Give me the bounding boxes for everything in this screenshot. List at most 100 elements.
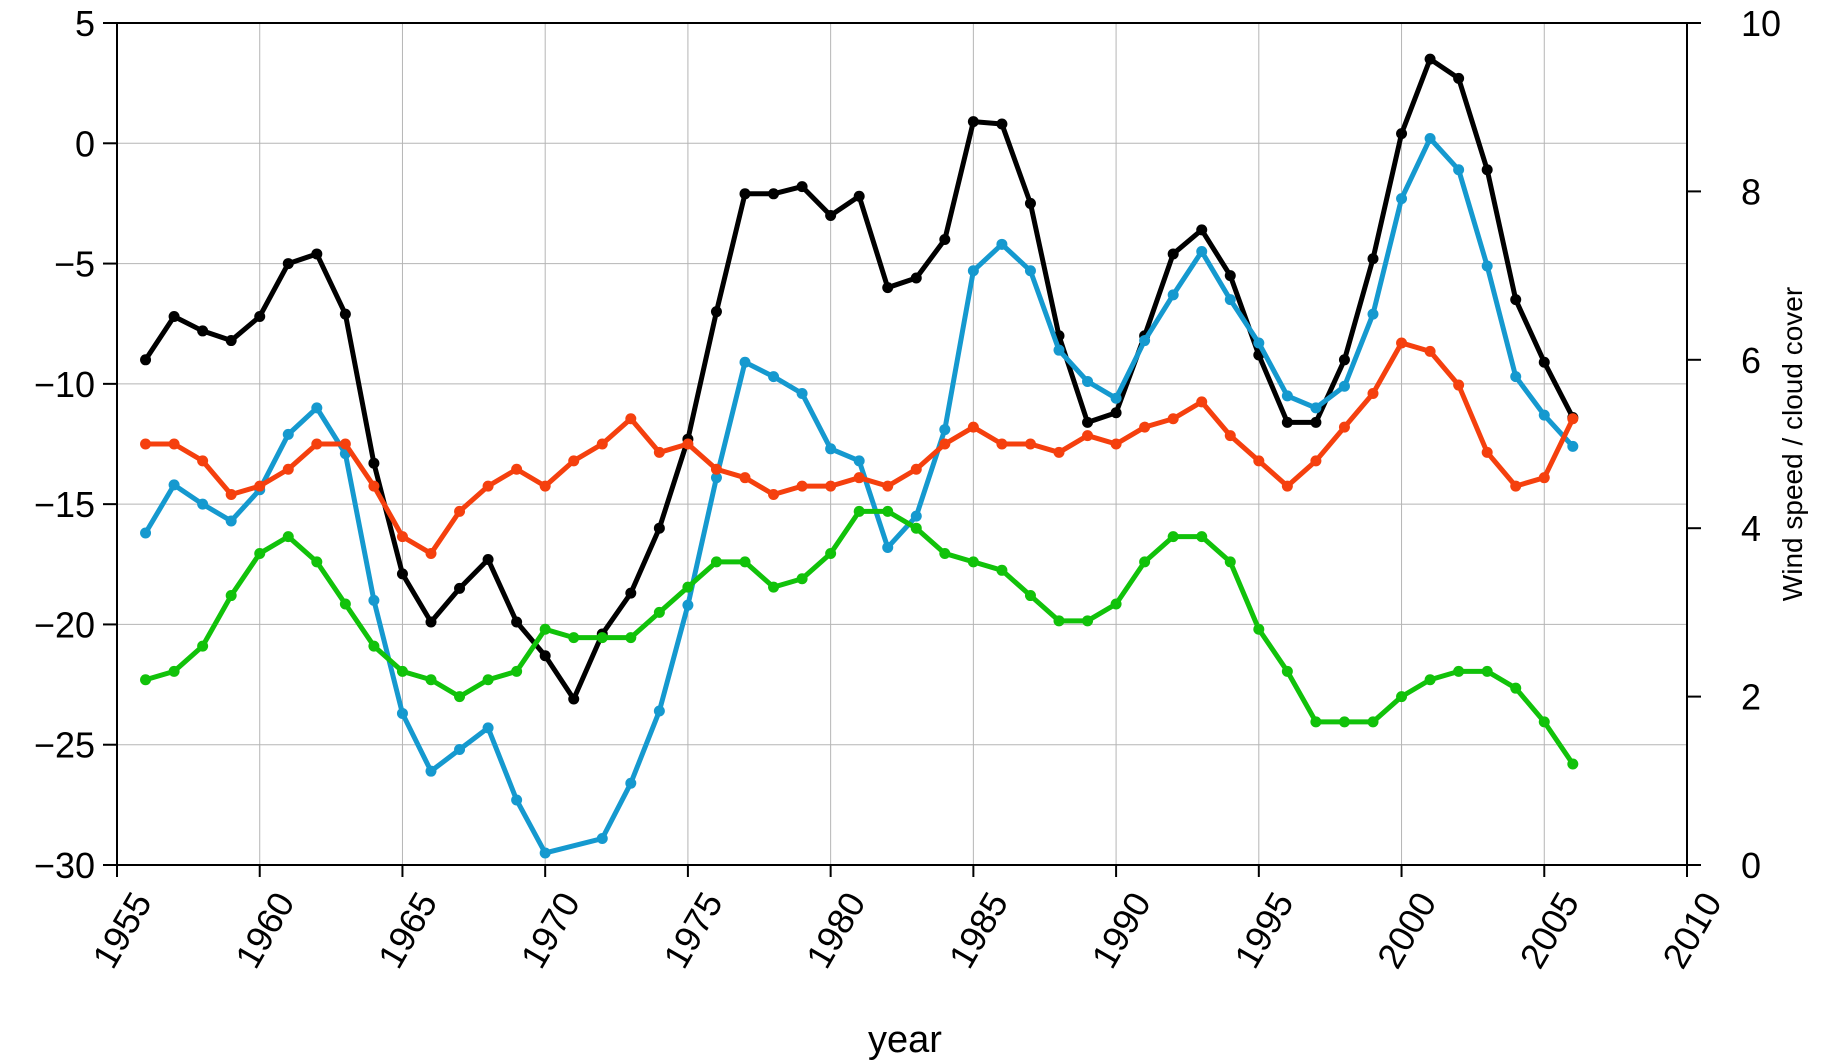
data-point <box>910 463 922 475</box>
data-point <box>1338 421 1350 433</box>
data-point <box>482 674 494 686</box>
y-right-tick-label: 6 <box>1741 340 1761 381</box>
data-point <box>910 522 922 534</box>
data-point <box>1167 531 1179 543</box>
data-point <box>225 515 237 527</box>
data-point <box>1196 396 1208 408</box>
data-point <box>1253 455 1265 467</box>
y-left-tick-label: −25 <box>34 725 95 766</box>
data-point <box>425 616 437 628</box>
data-point <box>710 306 722 318</box>
data-point <box>996 438 1008 450</box>
data-point <box>796 387 808 399</box>
data-point <box>939 547 951 559</box>
data-point <box>539 623 551 635</box>
x-tick-label: 2000 <box>1369 885 1445 975</box>
data-point <box>1139 421 1151 433</box>
data-point <box>482 722 494 734</box>
data-point <box>825 480 837 492</box>
data-point <box>1567 413 1579 425</box>
x-tick-label: 1985 <box>941 885 1017 975</box>
data-point <box>568 632 580 644</box>
data-point <box>882 480 894 492</box>
data-point <box>967 116 979 128</box>
data-point <box>1224 270 1236 282</box>
data-point <box>168 310 180 322</box>
data-point <box>425 547 437 559</box>
y-right-tick-label: 8 <box>1741 171 1761 212</box>
data-point <box>454 691 466 703</box>
series-line <box>143 135 1576 856</box>
data-point <box>1396 193 1408 205</box>
data-point <box>1053 344 1065 356</box>
data-point <box>511 665 523 677</box>
data-point <box>1424 674 1436 686</box>
data-point <box>682 599 694 611</box>
data-point <box>796 480 808 492</box>
data-point <box>396 707 408 719</box>
data-point <box>1024 590 1036 602</box>
data-point <box>1110 407 1122 419</box>
data-point <box>1481 260 1493 272</box>
data-point <box>1453 164 1465 176</box>
data-point <box>1453 665 1465 677</box>
y-axis-right-label: Wind speed / cloud cover <box>1777 287 1808 601</box>
data-point <box>653 522 665 534</box>
data-point <box>1082 430 1094 442</box>
data-point <box>996 564 1008 576</box>
data-point <box>1424 53 1436 65</box>
data-point <box>1167 413 1179 425</box>
data-point <box>254 480 266 492</box>
data-point <box>1538 356 1550 368</box>
data-point <box>939 234 951 246</box>
data-point <box>653 705 665 717</box>
data-point <box>1082 615 1094 627</box>
data-point <box>1567 440 1579 452</box>
data-point <box>1224 556 1236 568</box>
data-point <box>625 587 637 599</box>
x-axis-label: year <box>868 1019 942 1061</box>
data-point <box>368 480 380 492</box>
data-point <box>596 632 608 644</box>
data-point <box>368 594 380 606</box>
data-point <box>168 665 180 677</box>
data-point <box>1224 430 1236 442</box>
data-point <box>454 744 466 756</box>
data-point <box>625 413 637 425</box>
y-left-tick-label: −30 <box>34 845 95 886</box>
data-point <box>568 693 580 705</box>
data-point <box>1110 438 1122 450</box>
data-point <box>539 480 551 492</box>
data-point <box>882 505 894 517</box>
data-point <box>396 665 408 677</box>
x-tick-label: 1975 <box>655 885 731 975</box>
data-point <box>625 777 637 789</box>
data-point <box>1538 472 1550 484</box>
series-0 <box>140 53 1579 705</box>
data-point <box>311 402 323 414</box>
data-point <box>1053 446 1065 458</box>
data-point <box>140 674 152 686</box>
data-point <box>1196 224 1208 236</box>
x-tick-label: 1990 <box>1083 885 1159 975</box>
data-point <box>1196 531 1208 543</box>
data-point <box>140 354 152 366</box>
data-point <box>1396 691 1408 703</box>
data-point <box>1253 337 1265 349</box>
data-point <box>1281 390 1293 402</box>
data-point <box>1510 294 1522 306</box>
data-point <box>1367 716 1379 728</box>
data-point <box>996 238 1008 250</box>
data-point <box>653 606 665 618</box>
data-point <box>1367 387 1379 399</box>
y-left-tick-label: −20 <box>34 604 95 645</box>
data-point <box>254 547 266 559</box>
x-tick-label: 1965 <box>370 885 446 975</box>
data-point <box>1338 716 1350 728</box>
data-point <box>853 190 865 202</box>
data-point <box>825 547 837 559</box>
data-point <box>1310 416 1322 428</box>
data-point <box>1167 248 1179 260</box>
y-right-tick-label: 10 <box>1741 3 1781 44</box>
data-point <box>140 527 152 539</box>
